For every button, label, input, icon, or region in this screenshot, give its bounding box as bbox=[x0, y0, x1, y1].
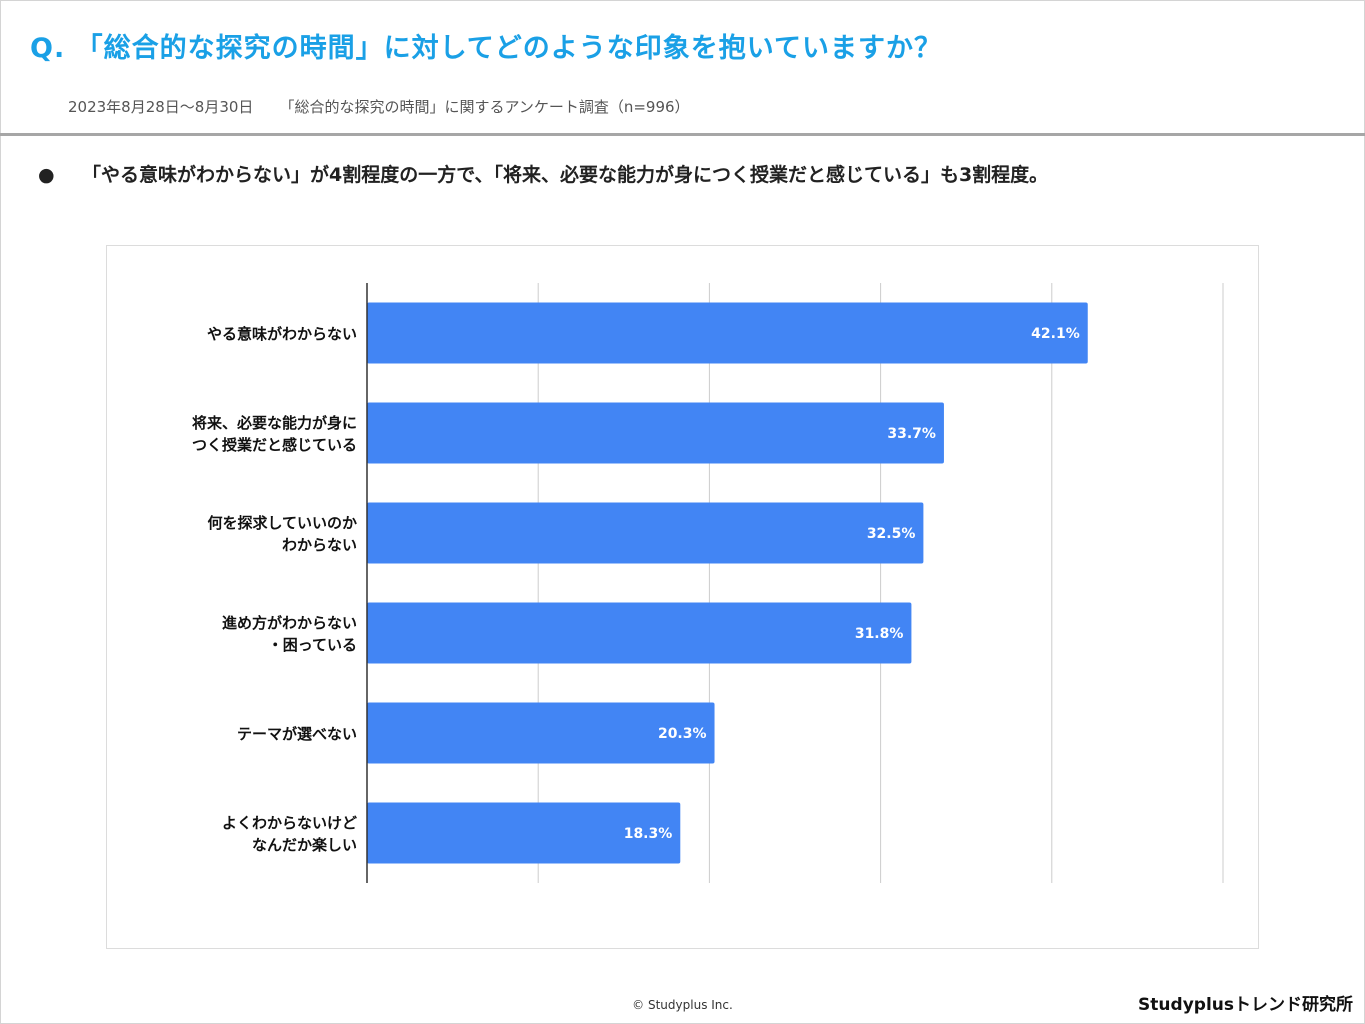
category-label: やる意味がわからない bbox=[207, 325, 357, 343]
bar-chart: 42.1% やる意味がわからない 33.7% 将来、必要な能力が身につく授業だと感じて… bbox=[192, 283, 1224, 883]
bar bbox=[367, 502, 924, 564]
category-label: テーマが選べない bbox=[237, 725, 357, 743]
category-label: なんだか楽しい bbox=[252, 836, 357, 854]
bar-value-label: 42.1% bbox=[1031, 326, 1080, 342]
bar-value-label: 33.7% bbox=[887, 426, 936, 442]
survey-name: 「総合的な探究の時間」に関するアンケート調査（n=996） bbox=[279, 98, 690, 116]
category-label: 進め方がわからない bbox=[222, 614, 357, 632]
bar bbox=[367, 602, 912, 664]
category-label: ・困っている bbox=[268, 636, 357, 654]
bar bbox=[367, 302, 1088, 364]
survey-subtitle: 2023年8月28日〜8月30日 「総合的な探究の時間」に関するアンケート調査（n… bbox=[68, 96, 690, 117]
question-title: Q. 「総合的な探究の時間」に対してどのような印象を抱いていますか？ bbox=[30, 33, 942, 64]
bar bbox=[367, 702, 715, 764]
bar bbox=[367, 802, 681, 864]
category-label: 将来、必要な能力が身に bbox=[192, 414, 357, 432]
category-label: わからない bbox=[282, 536, 357, 554]
header-divider bbox=[0, 133, 1365, 136]
summary-text: 「やる意味がわからない」が4割程度の一方で、「将来、必要な能力が身につく授業だと… bbox=[82, 164, 1049, 186]
summary-line: ● 「やる意味がわからない」が4割程度の一方で、「将来、必要な能力が身につく授業だ… bbox=[38, 160, 1048, 187]
bar-value-label: 32.5% bbox=[867, 526, 916, 542]
bar-value-label: 20.3% bbox=[658, 726, 707, 742]
category-label: つく授業だと感じている bbox=[192, 436, 357, 454]
bar bbox=[367, 402, 944, 464]
copyright: © Studyplus Inc. bbox=[632, 998, 733, 1012]
category-label: 何を探求していいのか bbox=[207, 514, 357, 532]
chart-container: 42.1% やる意味がわからない 33.7% 将来、必要な能力が身に つく授業だと感じて… bbox=[106, 245, 1259, 949]
bullet-icon: ● bbox=[38, 164, 55, 186]
bar-value-label: 31.8% bbox=[855, 626, 904, 642]
bar-value-label: 18.3% bbox=[624, 826, 673, 842]
brand-logo-text: Studyplusトレンド研究所 bbox=[1138, 995, 1353, 1015]
survey-date-range: 2023年8月28日〜8月30日 bbox=[68, 98, 254, 116]
category-label: よくわからないけど bbox=[222, 814, 357, 832]
